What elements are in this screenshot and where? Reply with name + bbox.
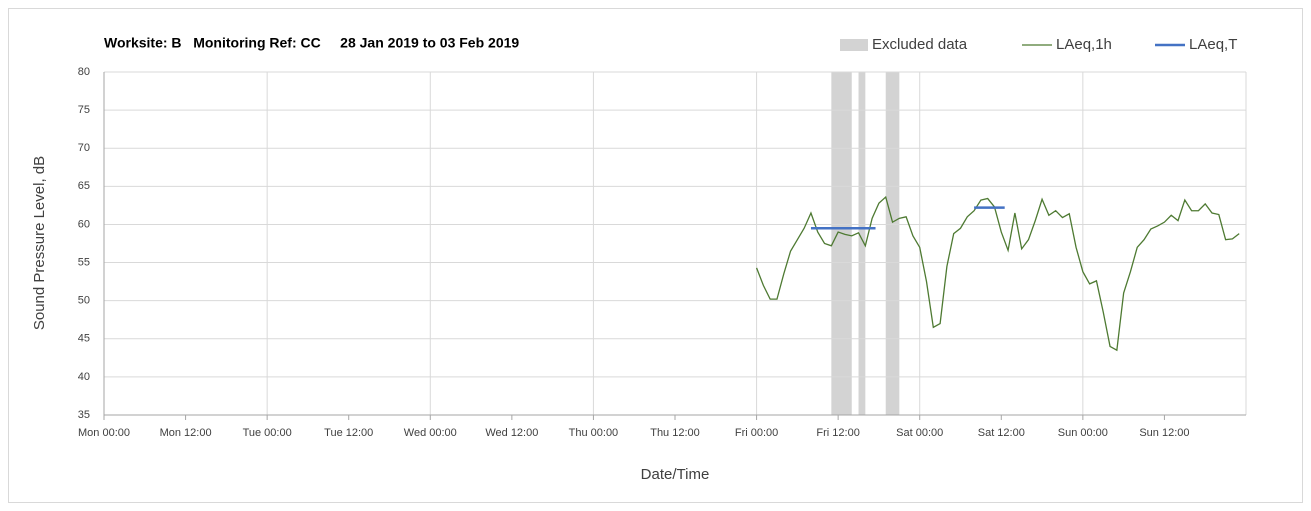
x-tick-label: Tue 00:00 [243,427,292,439]
x-tick-label: Mon 12:00 [160,427,212,439]
legend-swatch [840,39,868,51]
x-tick-label: Wed 12:00 [485,427,538,439]
x-tick-label: Fri 00:00 [735,427,778,439]
y-tick-label: 40 [78,371,90,383]
excluded-band [885,72,900,415]
excluded-band [831,72,852,415]
y-tick-label: 45 [78,333,90,345]
y-tick-label: 75 [78,104,90,116]
x-tick-label: Thu 00:00 [569,427,619,439]
x-tick-label: Sun 12:00 [1139,427,1189,439]
x-tick-label: Mon 00:00 [78,427,130,439]
x-tick-label: Sat 12:00 [978,427,1025,439]
y-tick-label: 55 [78,256,90,268]
y-tick-label: 35 [78,409,90,421]
x-axis-title: Date/Time [641,466,710,483]
y-tick-label: 50 [78,295,90,307]
series-line [810,206,1005,230]
y-tick-label: 80 [78,66,90,78]
y-axis-title: Sound Pressure Level, dB [31,156,48,330]
chart-title: Worksite: B Monitoring Ref: CC 28 Jan 20… [104,35,519,51]
y-tick-label: 70 [78,142,90,154]
y-tick-label: 65 [78,180,90,192]
legend-label: LAeq,T [1189,36,1237,53]
legend-label: LAeq,1h [1056,36,1112,53]
x-tick-label: Sat 00:00 [896,427,943,439]
x-tick-label: Sun 00:00 [1058,427,1108,439]
chart-frame [8,8,1303,503]
excluded-band [858,72,866,415]
x-tick-label: Wed 00:00 [404,427,457,439]
x-tick-label: Tue 12:00 [324,427,373,439]
legend-label: Excluded data [872,36,968,53]
x-tick-label: Fri 12:00 [816,427,859,439]
series-line [755,195,1240,352]
y-tick-label: 60 [78,218,90,230]
x-tick-label: Thu 12:00 [650,427,700,439]
